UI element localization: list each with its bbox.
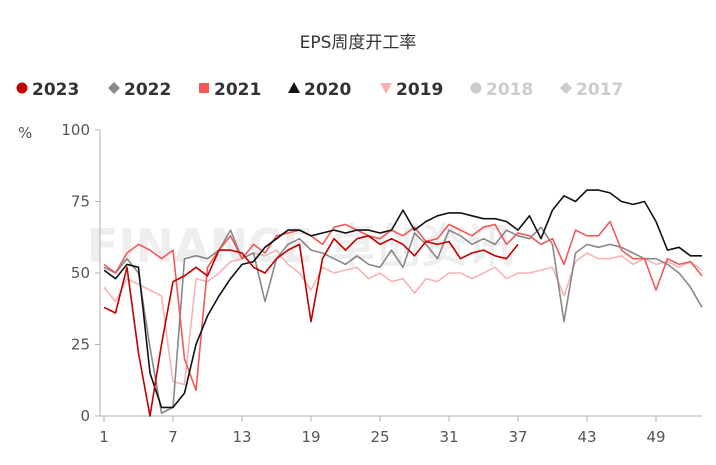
y-axis-unit: % <box>18 124 32 142</box>
legend: 2023 2022 2021 2020 2019 2018 2017 <box>16 80 623 100</box>
legend-label: 2021 <box>214 80 261 100</box>
legend-item-2019[interactable]: 2019 <box>380 80 443 100</box>
legend-label: 2020 <box>304 80 351 100</box>
chart-title: EPS周度开工率 <box>300 33 417 53</box>
legend-marker <box>16 82 28 94</box>
legend-label: 2018 <box>486 80 533 100</box>
series-line-2022 <box>103 226 703 414</box>
legend-label: 2023 <box>32 80 79 100</box>
legend-marker <box>560 82 572 94</box>
x-tick-label: 43 <box>577 428 596 446</box>
x-tick-label: 13 <box>232 428 251 446</box>
legend-marker <box>199 83 209 93</box>
legend-marker <box>108 82 120 94</box>
axes: 0 25 50 75 100 1 7 13 19 25 31 37 43 49 <box>61 121 702 446</box>
x-tick-label: 49 <box>646 428 665 446</box>
legend-item-2017[interactable]: 2017 <box>560 80 623 100</box>
x-tick-label: 1 <box>99 428 109 446</box>
legend-marker <box>288 82 300 93</box>
legend-marker <box>470 82 482 94</box>
y-tick-label: 0 <box>80 407 90 425</box>
series-line-2019 <box>103 249 703 386</box>
x-tick-label: 31 <box>439 428 458 446</box>
legend-label: 2017 <box>576 80 623 100</box>
y-tick-label: 25 <box>71 336 90 354</box>
legend-item-2021[interactable]: 2021 <box>199 80 261 100</box>
legend-item-2022[interactable]: 2022 <box>108 80 171 100</box>
legend-label: 2019 <box>396 80 443 100</box>
series-line-2020 <box>103 189 702 409</box>
x-tick-label: 19 <box>301 428 320 446</box>
series-line-2023 <box>103 235 519 417</box>
legend-label: 2022 <box>124 80 171 100</box>
x-tick-label: 25 <box>370 428 389 446</box>
y-tick-label: 75 <box>71 193 90 211</box>
x-tick-label: 7 <box>168 428 178 446</box>
legend-item-2018[interactable]: 2018 <box>470 80 534 100</box>
legend-item-2020[interactable]: 2020 <box>288 80 351 100</box>
x-tick-label: 37 <box>508 428 527 446</box>
y-tick-label: 100 <box>61 121 90 139</box>
legend-item-2023[interactable]: 2023 <box>16 80 80 100</box>
series-line-2021 <box>103 220 703 392</box>
y-tick-label: 50 <box>71 264 90 282</box>
legend-marker <box>380 83 392 94</box>
plot-area <box>103 189 703 417</box>
